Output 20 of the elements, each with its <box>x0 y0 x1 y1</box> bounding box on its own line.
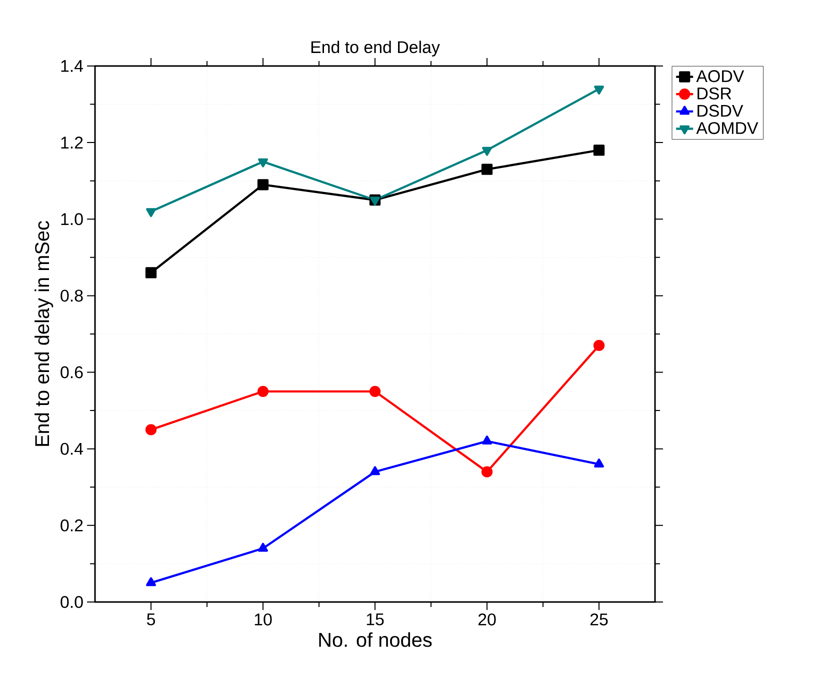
y-axis-title: End to end delay in mSec <box>34 221 54 446</box>
y-tick-label: 1.4 <box>61 60 84 72</box>
y-tick-label: 1.0 <box>61 213 83 226</box>
x-tick-label: 25 <box>590 613 608 626</box>
y-tick-label: 1.2 <box>61 136 83 148</box>
x-axis-title: No. of nodes <box>319 632 432 647</box>
y-tick-label: 0.6 <box>60 366 83 378</box>
x-tick-label: 20 <box>478 613 496 626</box>
chart-title: End to end Delay <box>311 40 440 56</box>
legend-label: AOMDV <box>696 122 758 134</box>
x-tick-label: 15 <box>366 613 384 626</box>
y-tick-label: 0.2 <box>60 519 83 532</box>
x-tick-label: 10 <box>254 613 272 626</box>
y-tick-label: 0.0 <box>60 596 83 608</box>
legend-label: DSR <box>698 87 732 100</box>
legend-label: AODV <box>696 70 744 82</box>
y-tick-label: 0.8 <box>60 290 83 302</box>
x-tick-label: 5 <box>146 613 155 626</box>
y-tick-label: 0.4 <box>60 442 84 455</box>
legend-label: DSDV <box>698 104 744 117</box>
